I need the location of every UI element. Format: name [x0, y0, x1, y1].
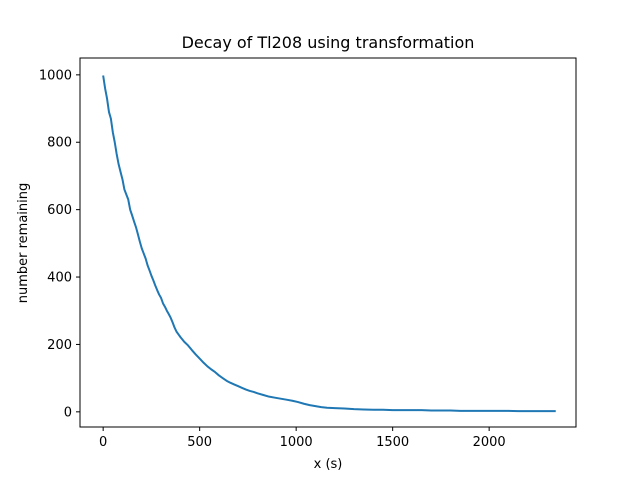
series-line-0: [102, 75, 556, 413]
y-axis-label: number remaining: [16, 183, 31, 304]
y-tick-label: 1000: [39, 68, 72, 83]
axes-frame: [79, 57, 577, 428]
x-tick-label: 500: [187, 435, 212, 450]
x-tick-label: 2000: [473, 435, 506, 450]
x-tick-label: 1000: [280, 435, 313, 450]
y-tick-label: 800: [47, 136, 72, 151]
y-tick-label: 400: [47, 271, 72, 286]
plot-area: [102, 75, 556, 413]
x-axis-label: x (s): [314, 457, 343, 472]
y-tick-label: 0: [64, 405, 72, 420]
y-tick-label: 600: [47, 203, 72, 218]
y-tick-label: 200: [47, 338, 72, 353]
x-tick-label: 0: [99, 435, 107, 450]
y-axis: 0 200 400 600 800 1000: [39, 68, 80, 420]
x-tick-label: 1500: [376, 435, 409, 450]
x-axis: 0 500 1000 1500 2000: [99, 427, 506, 450]
chart-title: Decay of Tl208 using transformation: [182, 33, 475, 52]
